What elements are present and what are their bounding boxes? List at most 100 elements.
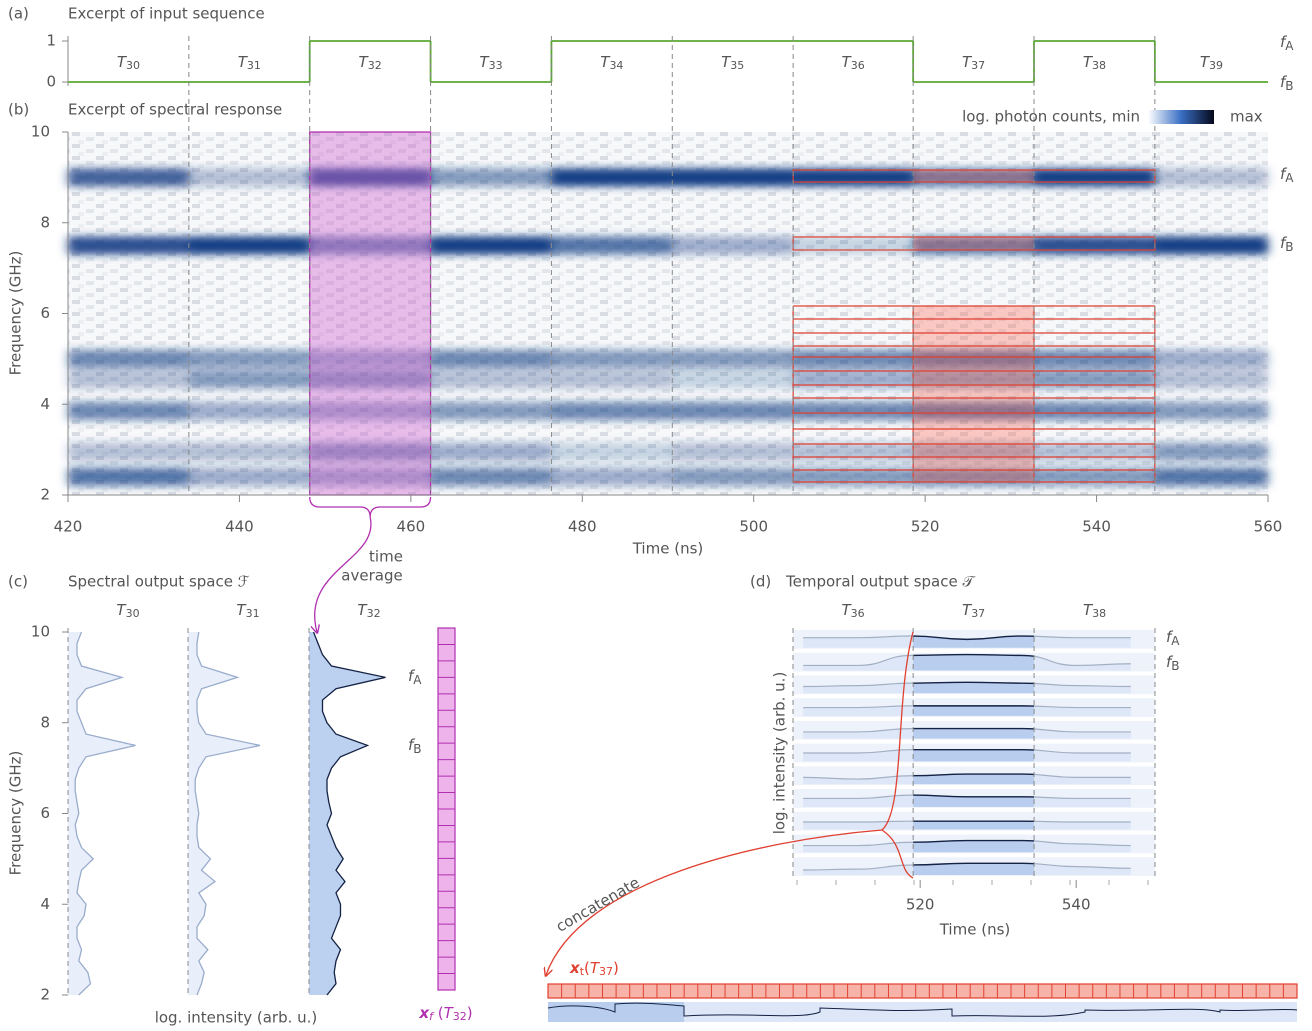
trace-line-active xyxy=(913,862,1035,866)
period-label-part: 36 xyxy=(851,607,865,620)
profile-area xyxy=(68,632,136,995)
x-tick-label: 540 xyxy=(1062,896,1091,914)
concat-arrow xyxy=(546,829,883,975)
heatmap-cell xyxy=(913,442,1034,461)
period-label-part: 34 xyxy=(609,59,623,72)
panel-title: Excerpt of spectral response xyxy=(68,101,282,119)
period-label: T30 xyxy=(116,601,139,621)
heatmap-cell xyxy=(551,168,673,187)
x-axis-label: Time (ns) xyxy=(939,921,1011,939)
colorbar-label: max xyxy=(1230,108,1263,126)
trace-area-active xyxy=(913,636,1035,648)
heatmap-cell xyxy=(188,402,310,421)
panel-label: (c) xyxy=(8,573,28,591)
x-tick-label: 540 xyxy=(1082,518,1111,536)
vector-label-part: ( xyxy=(433,1004,444,1022)
annotation: concatenate xyxy=(553,873,643,935)
period-label-part: T xyxy=(962,601,973,619)
vector-label-part: ) xyxy=(613,959,619,977)
y-tick-label: 2 xyxy=(40,986,50,1004)
heatmap-cell xyxy=(551,442,673,461)
heatmap-cell xyxy=(309,349,431,368)
heatmap-cell xyxy=(1154,349,1268,368)
heatmap-cell xyxy=(309,168,431,187)
period-label-part: 31 xyxy=(246,607,260,620)
heatmap-cell xyxy=(793,349,914,368)
annotation: time xyxy=(369,548,403,566)
vector-traces xyxy=(548,1002,1297,1022)
heatmap-cell xyxy=(430,467,552,486)
period-label-part: T xyxy=(600,53,611,71)
period-label-part: 32 xyxy=(367,607,381,620)
heatmap-cell xyxy=(188,168,310,187)
heatmap xyxy=(68,168,1268,486)
level-label-part: f xyxy=(1166,628,1174,646)
panel-label: (b) xyxy=(8,101,29,119)
level-label: fA xyxy=(408,667,422,687)
heatmap-cell xyxy=(309,402,431,421)
vector-trace-line xyxy=(547,1002,1298,1017)
heatmap-cell xyxy=(1154,370,1268,389)
y-tick-label: 2 xyxy=(40,486,50,504)
heatmap-cell xyxy=(430,402,552,421)
y-tick-label: 10 xyxy=(31,123,50,141)
y-tick-label: 10 xyxy=(31,623,50,641)
heatmap-cell xyxy=(551,370,673,389)
trace-line-active xyxy=(913,839,1035,843)
heatmap-cell xyxy=(68,402,189,421)
y-tick-label: 6 xyxy=(40,304,50,322)
heatmap-cell xyxy=(1034,349,1155,368)
x-tick-label: 560 xyxy=(1254,518,1283,536)
period-label-part: 38 xyxy=(1092,59,1106,72)
period-label: T38 xyxy=(1083,601,1106,621)
vector-label-part: ( xyxy=(584,959,590,977)
trace-line-active xyxy=(913,820,1035,822)
heatmap-cell xyxy=(309,236,431,255)
heatmap-cell xyxy=(793,168,914,187)
period-label: T36 xyxy=(842,53,865,73)
period-label-part: T xyxy=(116,601,127,619)
heatmap-cell xyxy=(68,168,189,187)
heatmap-cell xyxy=(1034,370,1155,389)
heatmap-cell xyxy=(1034,402,1155,421)
level-label-part: B xyxy=(1285,240,1293,254)
heatmap-cell xyxy=(672,442,794,461)
period-label: T37 xyxy=(962,53,985,73)
profile-line xyxy=(74,631,136,996)
heatmap-cell xyxy=(913,370,1034,389)
period-label: T31 xyxy=(236,601,259,621)
vector-label-part: f xyxy=(429,1010,435,1023)
period-label-part: 36 xyxy=(851,59,865,72)
period-label: T39 xyxy=(1200,53,1223,73)
heatmap-cell xyxy=(430,236,552,255)
period-label: T36 xyxy=(841,601,864,621)
heatmap-cell xyxy=(188,349,310,368)
concat-curve xyxy=(880,631,914,879)
y-tick-label: 6 xyxy=(40,804,50,822)
period-label-part: T xyxy=(962,53,973,71)
trace-area-active xyxy=(913,705,1035,716)
panel-label: (d) xyxy=(750,573,771,591)
profile-area xyxy=(309,632,386,995)
heatmap-cell xyxy=(68,236,189,255)
heatmap-cell xyxy=(551,236,673,255)
brace xyxy=(309,496,432,518)
vector-label: xt(T37) xyxy=(569,959,619,979)
highlight-row xyxy=(913,170,1034,182)
trace-line-active xyxy=(913,748,1035,751)
trace-area-active xyxy=(913,863,1035,875)
level-label-part: f xyxy=(1166,653,1174,671)
y-axis-label: Frequency (GHz) xyxy=(7,251,25,376)
period-label: T38 xyxy=(1083,53,1106,73)
period-label-part: 38 xyxy=(1092,607,1106,620)
y-tick-label: 1 xyxy=(46,32,56,50)
heatmap-cell xyxy=(1154,236,1268,255)
arrow xyxy=(315,516,372,632)
trace-line-active xyxy=(913,653,1035,658)
period-label-part: T xyxy=(841,601,852,619)
heatmap-cell xyxy=(672,370,794,389)
trace-area-active xyxy=(913,654,1035,671)
x-tick-label: 500 xyxy=(739,518,768,536)
heatmap-cell xyxy=(430,370,552,389)
period-label-part: T xyxy=(238,53,249,71)
